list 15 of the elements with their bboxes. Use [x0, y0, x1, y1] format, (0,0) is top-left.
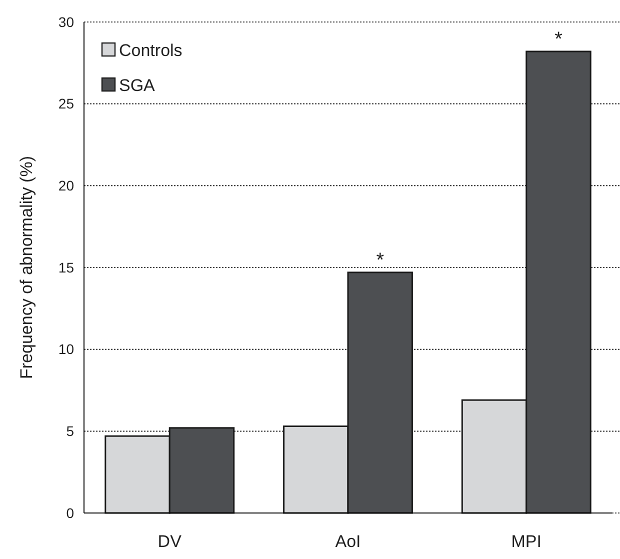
y-tick-label: 5: [66, 423, 74, 440]
x-tick-label: AoI: [335, 532, 361, 551]
x-tick-label: MPI: [511, 532, 542, 551]
annotation: *: [376, 249, 384, 272]
y-tick-label: 10: [58, 341, 74, 358]
legend-label: Controls: [119, 40, 182, 60]
y-tick-label: 25: [58, 96, 74, 112]
y-axis-title: Frequency of abnormality (%): [16, 156, 36, 379]
y-tick-label: 15: [58, 259, 74, 276]
legend-label: SGA: [119, 76, 156, 95]
annotation: *: [554, 28, 563, 50]
y-tick-label: 20: [58, 178, 74, 194]
x-tick-label: DV: [158, 532, 182, 551]
y-tick-label: 0: [66, 504, 74, 521]
y-tick-label: 30: [58, 14, 74, 30]
